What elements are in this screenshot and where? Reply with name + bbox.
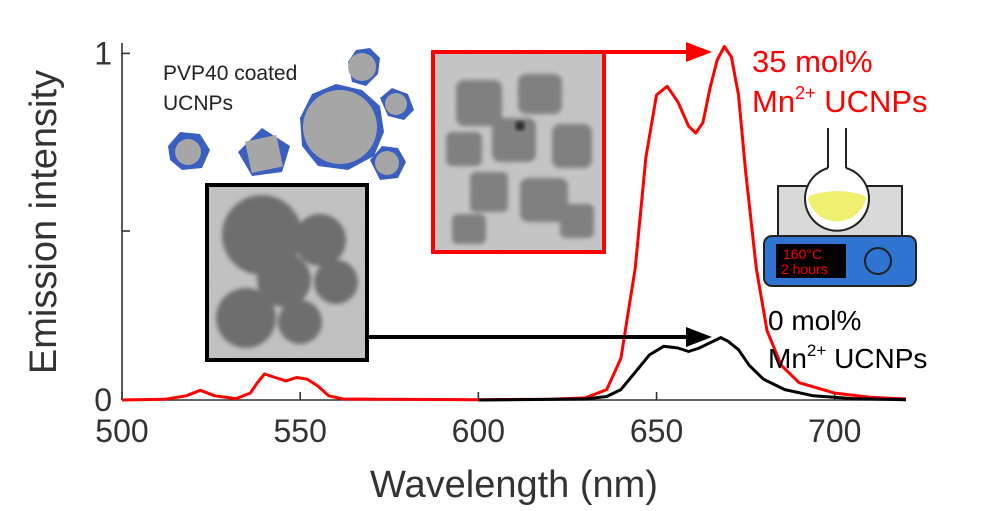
particle-core (348, 53, 376, 81)
pvp-label-line1: PVP40 coated (163, 62, 297, 85)
series-line-35-mol (121, 45, 907, 402)
x-ticks: 500 550 600 650 700 (95, 392, 861, 449)
particle-core (245, 135, 283, 173)
y-tick-label: 1 (94, 35, 112, 71)
hotplate-display (776, 244, 846, 278)
tem-image-0-mol (205, 183, 369, 362)
y-ticks: 01 (94, 35, 130, 418)
particle-core (375, 151, 399, 175)
flask-solution (808, 199, 866, 222)
label-35-line2: Mn2+ UCNPs (752, 83, 928, 119)
particle-core (385, 93, 407, 115)
x-tick-label: 550 (273, 413, 326, 449)
series-line-0-mol (478, 336, 907, 402)
label-0-line2: Mn2+ UCNPs (768, 341, 927, 374)
x-tick-label: 700 (808, 413, 861, 449)
y-tick-label: 0 (94, 382, 112, 418)
pvp-label-line2: UCNPs (163, 92, 233, 115)
hotplate-temp: 160°C (783, 246, 822, 262)
x-tick-label: 500 (95, 413, 148, 449)
arrow-to-35-peak (604, 42, 712, 62)
particle-core (175, 139, 201, 165)
tem-image-35-mol (431, 50, 606, 254)
arrow-to-0-peak (367, 327, 712, 347)
x-axis-label: Wavelength (nm) (370, 464, 658, 506)
x-tick-label: 650 (630, 413, 683, 449)
series-group (121, 45, 907, 402)
x-tick-label: 600 (452, 413, 505, 449)
particle-core (303, 90, 377, 164)
pvp-particles-illustration: PVP40 coated UCNPs (163, 48, 414, 180)
y-axis-label: Emission intensity (23, 70, 65, 374)
label-0-mol: 0 mol% Mn2+ UCNPs (768, 305, 927, 374)
hotplate-time: 2 hours (781, 261, 828, 277)
hotplate-illustration: 160°C 2 hours (763, 128, 917, 287)
label-0-line1: 0 mol% (768, 305, 861, 336)
hotplate-knob (864, 247, 892, 275)
flask-solution-top (808, 191, 866, 199)
label-35-line1: 35 mol% (752, 44, 873, 79)
label-35-mol: 35 mol% Mn2+ UCNPs (752, 44, 928, 119)
